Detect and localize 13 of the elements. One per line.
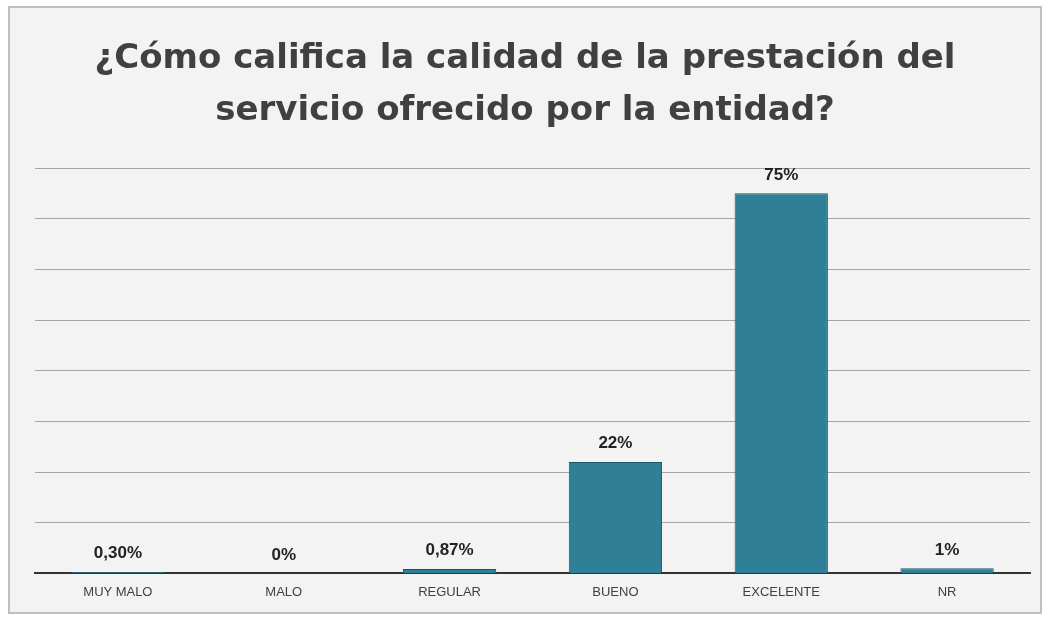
- data-label: 0,30%: [93, 543, 143, 563]
- data-label: 22%: [598, 433, 633, 453]
- x-tick-label: BUENO: [592, 583, 639, 599]
- x-tick-label: EXCELENTE: [742, 583, 821, 599]
- x-tick-label: NR: [937, 583, 957, 599]
- data-label: 1%: [934, 539, 960, 559]
- data-label: 0%: [271, 544, 297, 564]
- x-tick-label: MALO: [265, 583, 303, 599]
- x-tick-label: MUY MALO: [83, 583, 153, 599]
- data-label: 75%: [764, 164, 799, 184]
- data-label: 0,87%: [425, 540, 474, 560]
- x-tick-label: REGULAR: [418, 583, 482, 599]
- chart-title: ¿Cómo califica la calidad de la prestación del servicio ofrecido por la entidad?: [93, 35, 957, 130]
